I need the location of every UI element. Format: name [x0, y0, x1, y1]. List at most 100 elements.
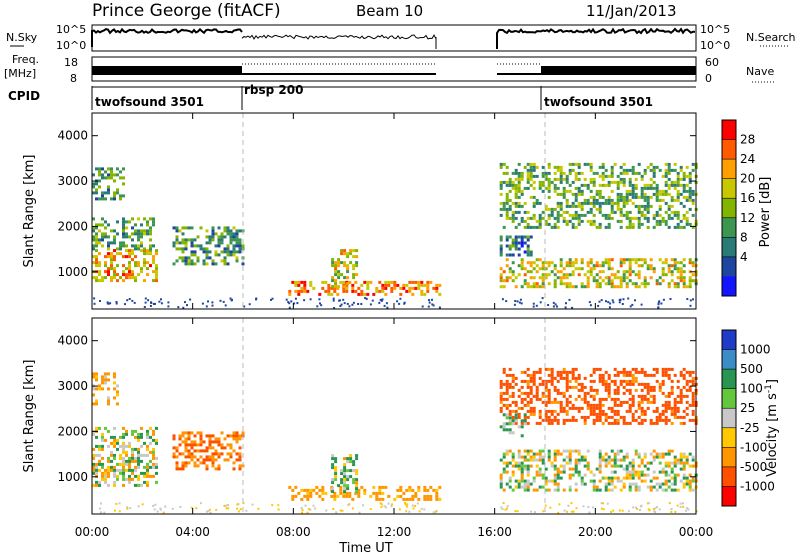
ground-scatter-cell: [432, 304, 435, 307]
data-cell: [113, 471, 116, 475]
data-cell: [343, 490, 347, 494]
data-cell: [532, 162, 536, 166]
data-cell: [622, 180, 626, 184]
data-cell: [426, 494, 430, 498]
data-cell: [535, 225, 539, 229]
data-cell: [685, 394, 689, 398]
data-cell: [505, 213, 509, 217]
data-cell: [658, 192, 662, 196]
data-cell: [92, 244, 95, 248]
data-cell: [688, 189, 692, 193]
data-cell: [562, 267, 566, 271]
data-cell: [622, 171, 626, 175]
data-cell: [652, 225, 656, 229]
ground-scatter-cell: [380, 503, 383, 506]
data-cell: [343, 264, 347, 268]
data-cell: [631, 482, 635, 486]
data-cell: [664, 418, 668, 422]
data-cell: [333, 494, 337, 498]
data-cell: [598, 201, 602, 205]
data-cell: [342, 286, 346, 290]
data-cell: [604, 258, 608, 262]
data-cell: [193, 464, 197, 468]
ground-scatter-cell: [539, 301, 542, 304]
data-cell: [640, 458, 644, 462]
data-cell: [631, 201, 635, 205]
data-cell: [175, 238, 179, 242]
data-cell: [134, 279, 137, 283]
colorbar-swatch: [722, 447, 736, 468]
data-cell: [613, 180, 617, 184]
ground-scatter-cell: [325, 509, 328, 512]
data-cell: [607, 406, 611, 410]
ground-scatter-cell: [632, 506, 635, 509]
data-cell: [405, 488, 409, 492]
ground-scatter-cell: [351, 303, 354, 306]
data-cell: [184, 256, 188, 260]
data-cell: [134, 223, 137, 227]
data-cell: [547, 379, 551, 383]
ground-scatter-cell: [514, 510, 517, 513]
data-cell: [664, 370, 668, 374]
ground-scatter-cell: [501, 508, 504, 511]
data-cell: [122, 465, 125, 469]
data-cell: [137, 217, 140, 221]
data-cell: [238, 455, 242, 459]
data-cell: [523, 279, 527, 283]
data-cell: [646, 204, 650, 208]
data-cell: [670, 476, 674, 480]
data-cell: [622, 367, 626, 371]
data-cell: [149, 264, 152, 268]
data-cell: [661, 382, 665, 386]
data-cell: [562, 467, 566, 471]
data-cell: [113, 456, 116, 460]
data-cell: [679, 388, 683, 392]
data-cell: [499, 165, 503, 169]
data-cell: [631, 186, 635, 190]
data-cell: [149, 252, 152, 256]
data-cell: [408, 289, 412, 293]
data-cell: [559, 464, 563, 468]
data-cell: [306, 494, 310, 498]
data-cell: [643, 192, 647, 196]
data-cell: [538, 186, 542, 190]
data-cell: [508, 270, 512, 274]
data-cell: [529, 482, 533, 486]
data-cell: [523, 488, 527, 492]
ground-scatter-cell: [126, 507, 129, 510]
data-cell: [682, 195, 686, 199]
data-cell: [98, 483, 101, 487]
data-cell: [208, 250, 212, 254]
data-cell: [616, 207, 620, 211]
data-cell: [143, 252, 146, 256]
data-cell: [565, 198, 569, 202]
data-cell: [643, 279, 647, 283]
data-cell: [107, 188, 110, 192]
data-cell: [634, 273, 638, 277]
data-cell: [101, 375, 104, 379]
data-cell: [640, 222, 644, 226]
data-cell: [101, 432, 104, 436]
ground-scatter-cell: [245, 509, 248, 512]
ground-scatter-cell: [501, 298, 504, 301]
data-cell: [550, 464, 554, 468]
data-cell: [175, 446, 179, 450]
data-cell: [589, 195, 593, 199]
data-cell: [541, 455, 545, 459]
data-cell: [598, 276, 602, 280]
data-cell: [685, 195, 689, 199]
data-cell: [673, 412, 677, 416]
data-cell: [544, 479, 548, 483]
data-cell: [652, 385, 656, 389]
data-cell: [565, 177, 569, 181]
data-cell: [511, 171, 515, 175]
data-cell: [682, 376, 686, 380]
data-cell: [667, 449, 671, 453]
data-cell: [113, 191, 116, 195]
data-cell: [676, 267, 680, 271]
ground-scatter-cell: [98, 507, 101, 510]
data-cell: [550, 367, 554, 371]
data-cell: [583, 415, 587, 419]
data-cell: [577, 394, 581, 398]
